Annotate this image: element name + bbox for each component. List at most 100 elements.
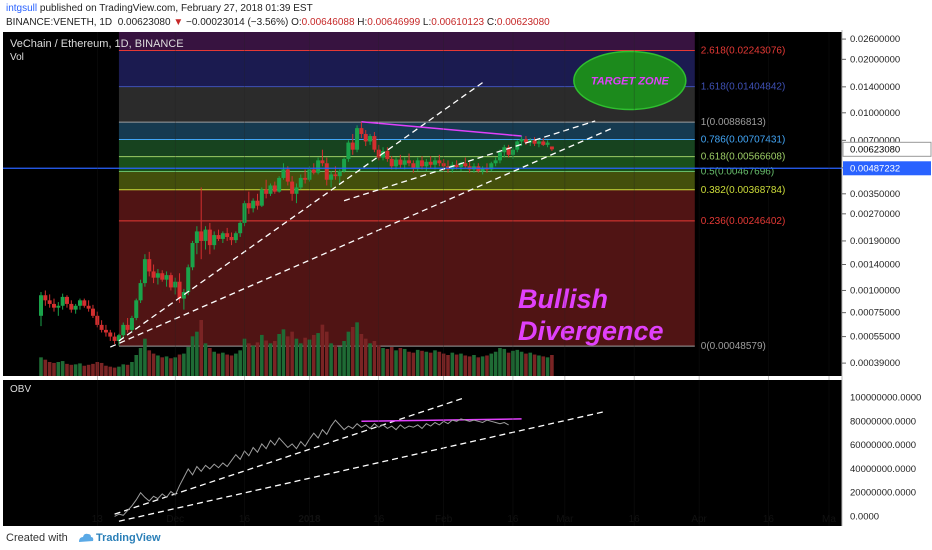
volume-bar [502,349,506,376]
volume-bar [403,349,407,376]
volume-bar [438,352,442,376]
volume-bar [199,320,203,376]
chart-header: intgsull published on TradingView.com, F… [0,0,932,30]
volume-bar [416,350,420,376]
volume-bar [507,353,511,376]
last-price-tag: 0.00623080 [850,144,900,155]
volume-bar [147,350,151,376]
price-axis-bg [842,30,932,529]
volume-bar [360,334,364,376]
volume-bar [429,353,433,376]
volume-label: Vol [10,52,24,63]
candle-body [277,178,281,192]
candle-body [100,325,104,330]
x-tick-label: 16 [629,514,641,525]
volume-bar [238,350,242,376]
volume-bar [208,348,212,376]
candle-body [56,306,60,308]
y-tick-label: 0.00100000 [850,285,900,296]
volume-bar [186,347,190,376]
volume-bar [65,364,69,376]
volume-bar [269,343,273,376]
candle-body [398,160,402,165]
volume-bar [464,355,468,376]
volume-bar [541,356,545,376]
candle-body [126,325,130,330]
author-link[interactable]: intgsull [6,3,37,14]
low-value: 0.00610123 [431,17,484,28]
volume-bar [204,343,208,376]
y-tick-label: 0.00055000 [850,332,900,343]
volume-bar [156,355,160,376]
volume-bar [481,356,485,376]
volume-bar [537,355,541,376]
volume-bar [165,356,169,376]
fib-level-label: 2.618(0.02243076) [701,45,786,56]
volume-bar [108,367,112,376]
volume-bar [477,357,481,376]
candle-body [273,185,277,191]
x-tick-label: 16 [507,514,519,525]
candle-body [221,233,225,239]
volume-bar [225,355,229,376]
candle-body [346,143,350,159]
fib-level-label: 1.618(0.01404842) [701,82,786,93]
volume-bar [100,363,104,376]
volume-bar [44,360,48,376]
candle-body [433,160,437,164]
candle-body [290,182,294,194]
candle-body [156,273,160,277]
annotation-text: Divergence [518,316,664,346]
candle-body [78,300,82,305]
volume-bar [390,347,394,376]
chart-title: VeChain / Ethereum, 1D, BINANCE [10,38,184,50]
candle-body [52,304,56,308]
candle-body [74,306,78,310]
volume-bar [234,354,238,376]
candle-body [372,136,376,150]
chart-footer: Created with TradingView [0,529,932,550]
candle-body [494,160,498,163]
volume-bar [178,355,182,376]
candle-body [39,295,43,316]
candle-body [160,273,164,279]
volume-bar [489,354,493,376]
candle-body [82,300,86,305]
candle-body [134,300,138,318]
volume-bar [91,364,95,376]
tradingview-brand[interactable]: TradingView [96,532,161,544]
price-chart[interactable]: 2.618(0.02243076) 1.618(0.01404842) 1(0.00… [0,30,932,529]
candle-body [325,163,329,179]
candle-body [104,330,108,333]
volume-bar [260,335,264,376]
x-tick-label: Dec [166,514,184,525]
candle-body [385,151,389,159]
candle-body [338,171,342,176]
candle-body [108,332,112,336]
low-label: L: [423,17,431,28]
volume-bar [407,352,411,376]
y-tick-label: 0.01000000 [850,108,900,119]
candle-body [546,143,550,145]
candle-body [463,163,467,166]
volume-bar [472,355,476,376]
candle-body [333,174,337,176]
y-tick-label: 0.00039000 [850,358,900,369]
volume-bar [303,338,307,376]
volume-bar [528,353,532,376]
candle-body [255,201,259,206]
volume-bar [152,354,156,376]
open-label: O: [291,17,302,28]
volume-bar [121,364,125,376]
fib-level-label: 0.236(0.00246402) [701,216,786,227]
candle-body [178,282,182,299]
fib-level-label: 0.382(0.00368784) [701,185,786,196]
y-tick-label: 0.02600000 [850,34,900,45]
volume-bar [182,354,186,376]
candle-body [411,163,415,168]
candle-body [368,136,372,141]
volume-bar [316,333,320,376]
candle-body [91,309,95,316]
volume-bar [394,350,398,376]
x-tick-label: Ma [822,514,836,525]
